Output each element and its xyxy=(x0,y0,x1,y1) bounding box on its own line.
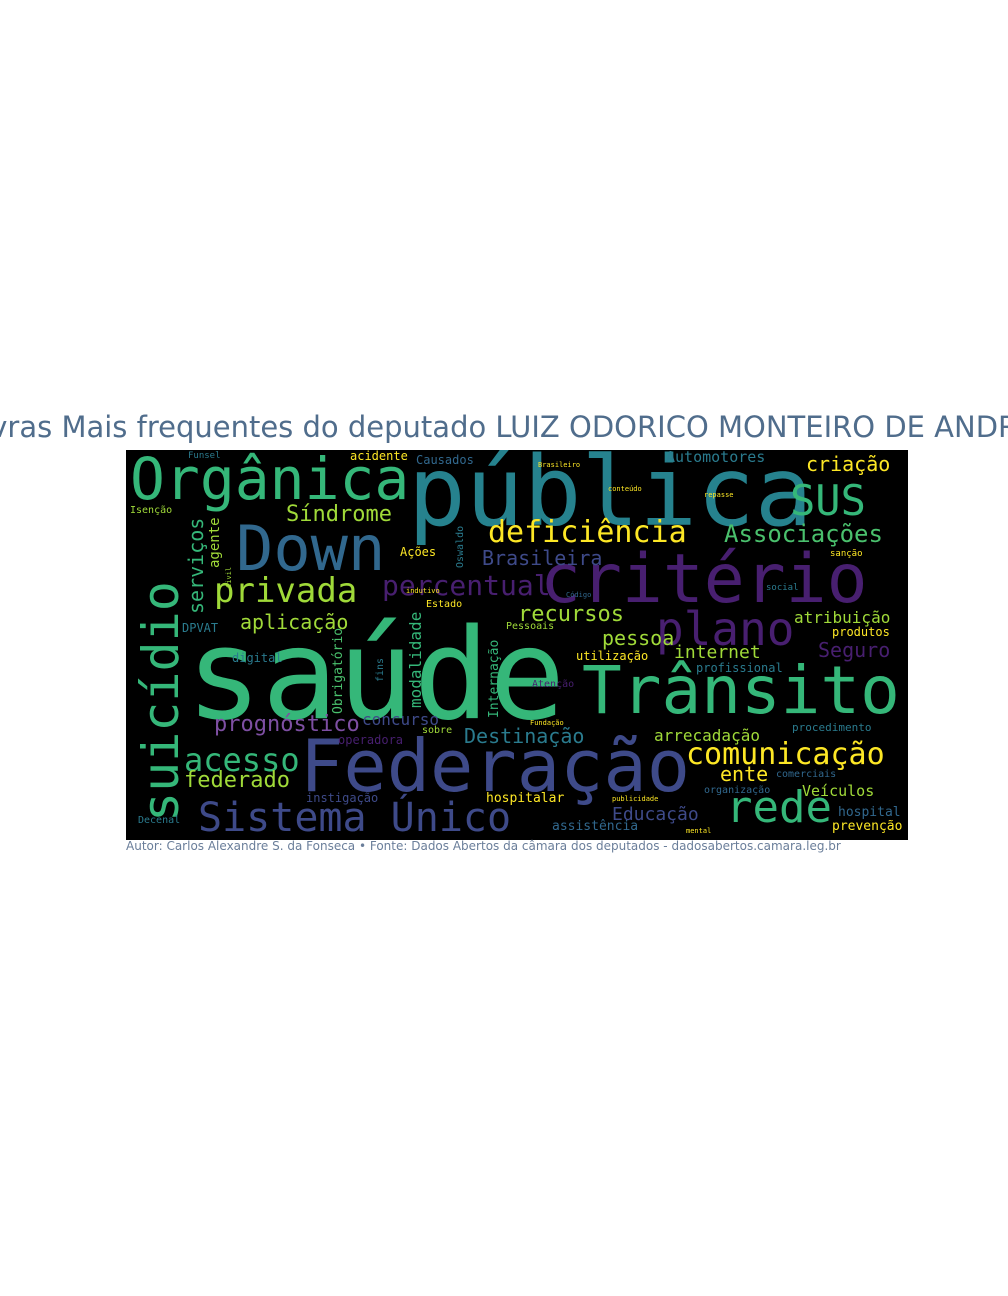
word-comunicacao: comunicação xyxy=(686,737,885,772)
word-acidente: acidente xyxy=(350,450,408,463)
word-plano: plano xyxy=(656,602,795,656)
word-brasileiro: Brasileiro xyxy=(538,461,581,469)
word-hospitalar: hospitalar xyxy=(486,791,565,806)
word-associacoes: Associações xyxy=(724,520,883,548)
word-recursos: recursos xyxy=(518,602,624,627)
word-mental: mental xyxy=(686,827,712,835)
word-arrecadacao: arrecadação xyxy=(654,726,760,745)
word-causados: Causados xyxy=(416,453,474,467)
word-internet: internet xyxy=(674,642,761,663)
word-pessoa: pessoa xyxy=(602,626,675,650)
word-acesso: acesso xyxy=(184,741,300,779)
word-servicos: serviços xyxy=(184,517,208,614)
word-indutivo: indutivo xyxy=(406,587,440,595)
word-comerciais: comerciais xyxy=(776,769,837,780)
chart-caption: Autor: Carlos Alexandre S. da Fonseca • … xyxy=(126,839,841,853)
word-educacao: Educação xyxy=(612,804,699,825)
word-atencao: Atenção xyxy=(532,679,575,690)
word-procedimento: procedimento xyxy=(792,721,872,734)
word-oswaldo: Oswaldo xyxy=(455,525,466,568)
word-atribuicao: atribuição xyxy=(794,608,891,627)
word-ente: ente xyxy=(720,762,769,786)
word-prevencao: prevenção xyxy=(832,819,903,834)
word-profissional: profissional xyxy=(696,661,783,675)
word-sistema-unico: Sistema Único xyxy=(198,795,512,840)
word-funsel: Funsel xyxy=(188,451,221,461)
word-repasse: repasse xyxy=(704,491,734,499)
word-isencao: Isenção xyxy=(130,505,173,516)
word-decenal: Decenal xyxy=(138,815,181,826)
word-fins: fins xyxy=(375,657,386,682)
word-deficiencia: deficiência xyxy=(488,515,687,550)
word-social: social xyxy=(766,583,799,593)
word-organizacao: organização xyxy=(704,785,771,796)
word-organica: Orgânica xyxy=(130,450,410,513)
word-estado: Estado xyxy=(426,599,463,610)
word-destinacao: Destinação xyxy=(464,724,585,748)
word-modalidade: modalidade xyxy=(406,611,425,708)
word-civil: Civil xyxy=(225,566,233,588)
word-agente: agente xyxy=(207,517,223,568)
word-sancao: sanção xyxy=(830,549,863,559)
word-acoes: Ações xyxy=(400,545,437,559)
word-sobre: sobre xyxy=(422,725,453,736)
word-obrigatorio: Obrigatório xyxy=(331,627,346,714)
word-conteudo: conteúdo xyxy=(608,485,642,493)
word-hospital: hospital xyxy=(838,805,901,820)
word-privada: privada xyxy=(214,571,358,611)
word-down: Down xyxy=(236,512,386,585)
word-operadora: operadora xyxy=(338,733,404,747)
word-criacao: criação xyxy=(806,452,891,476)
chart-title: Palavras Mais frequentes do deputado LUI… xyxy=(0,408,1008,452)
word-automotores: Automotores xyxy=(666,450,766,466)
word-transito: Trânsito xyxy=(582,652,900,729)
word-suicidio: suicídio xyxy=(132,581,190,822)
word-aplicacao: aplicação xyxy=(240,610,349,634)
word-publica: pública xyxy=(408,450,813,548)
word-federacao: Federação xyxy=(300,724,691,808)
word-sindrome: Síndrome xyxy=(286,502,392,527)
word-brasileira: Brasileira xyxy=(482,546,603,570)
word-digital: digital xyxy=(232,651,283,665)
word-cloud: saúde pública Federação critério Trânsit… xyxy=(126,450,908,840)
chart-title-text: Palavras Mais frequentes do deputado LUI… xyxy=(0,410,1008,444)
word-publicidade: publicidade xyxy=(612,795,659,803)
word-federado: federado xyxy=(184,768,290,793)
word-sus: SUS xyxy=(790,476,866,525)
word-dpvat: DPVAT xyxy=(182,621,219,635)
word-veiculos: Veículos xyxy=(802,782,875,800)
word-concurso: concurso xyxy=(362,710,440,729)
word-prognostico: prognóstico xyxy=(214,712,360,737)
word-percentual: percentual xyxy=(382,569,551,602)
word-instigacao: instigação xyxy=(306,791,379,805)
word-criterio: critério xyxy=(540,540,868,619)
word-seguro: Seguro xyxy=(818,638,891,662)
word-pessoais: Pessoais xyxy=(506,621,555,632)
word-produtos: produtos xyxy=(832,625,890,639)
word-saude: saúde xyxy=(186,601,566,748)
word-codigo: Código xyxy=(566,591,592,599)
word-rede: rede xyxy=(726,782,832,833)
word-internacao: Internação xyxy=(487,639,502,718)
word-assistencia: assistência xyxy=(552,819,639,834)
word-utilizacao: utilização xyxy=(576,649,649,663)
word-fundacao: Fundação xyxy=(530,719,564,727)
